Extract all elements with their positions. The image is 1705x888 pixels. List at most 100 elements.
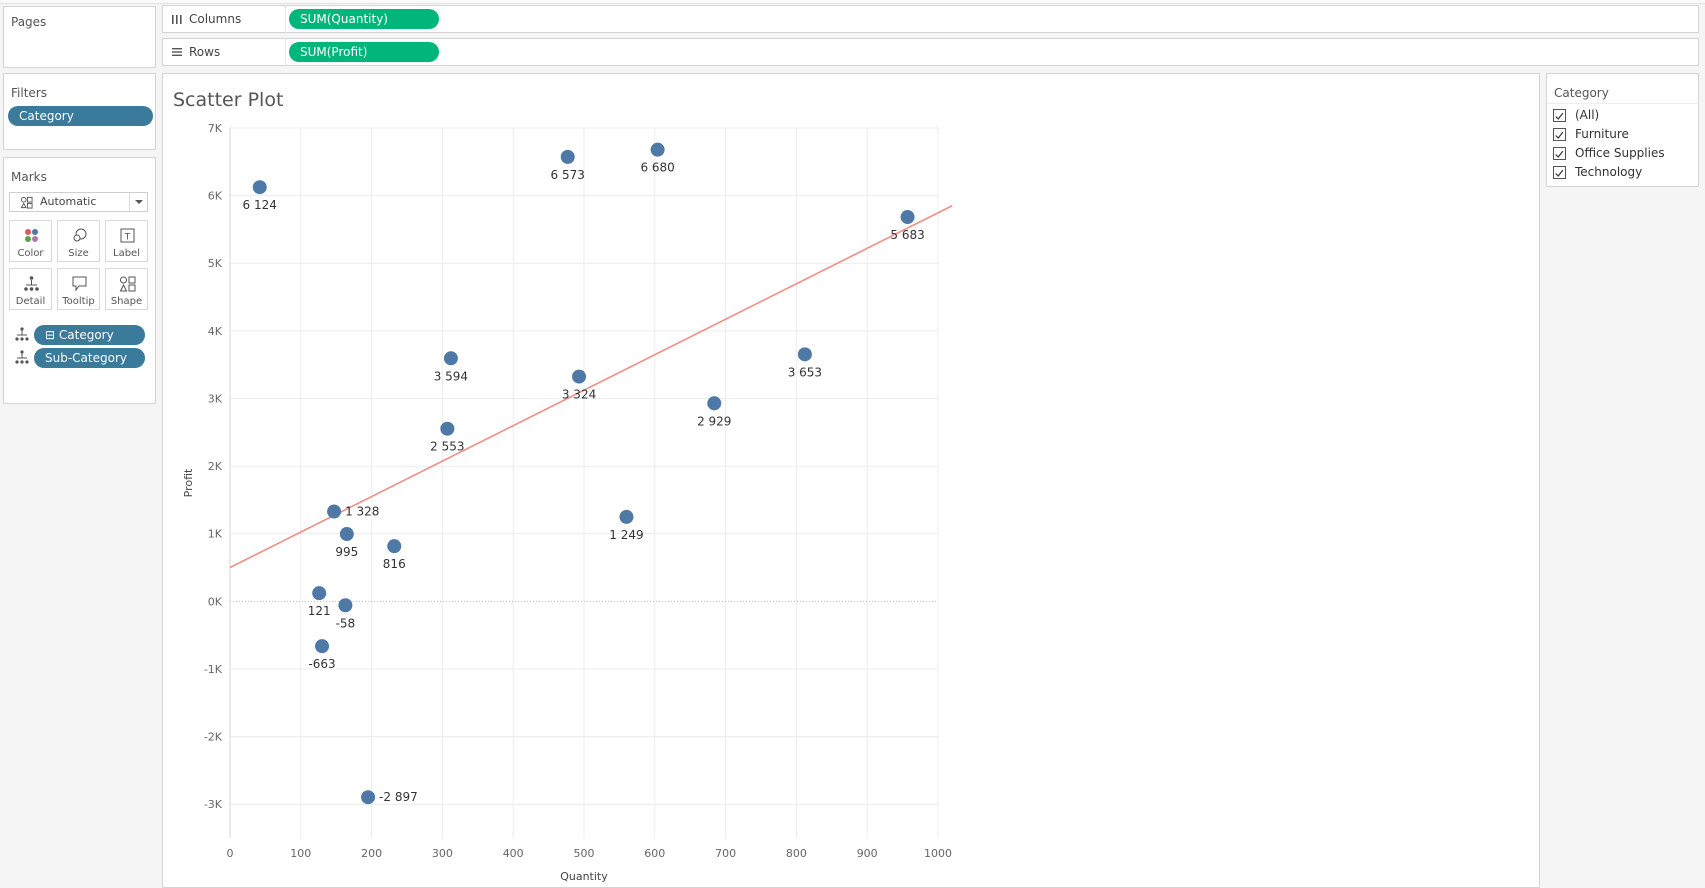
data-label: -663 xyxy=(308,657,335,671)
data-label: 3 324 xyxy=(562,388,596,402)
automatic-icon xyxy=(20,196,33,209)
size-icon xyxy=(73,228,87,242)
columns-icon xyxy=(172,15,182,24)
rows-shelf[interactable]: Rows SUM(Profit) xyxy=(162,38,1699,66)
y-tick-label: 6K xyxy=(208,190,223,203)
detail-icon xyxy=(15,327,29,341)
y-tick-label: -1K xyxy=(204,663,223,676)
legend-item-furniture[interactable]: Furniture xyxy=(1553,126,1629,144)
x-tick-label: 100 xyxy=(290,847,311,860)
data-label: 121 xyxy=(308,604,331,618)
data-point xyxy=(252,180,267,195)
data-point xyxy=(387,539,402,554)
tooltip-button[interactable]: Tooltip xyxy=(57,268,100,310)
data-point xyxy=(312,586,327,601)
data-point xyxy=(797,347,812,362)
detail-pill-category[interactable]: ⊟ Category xyxy=(34,325,145,345)
data-point xyxy=(650,142,665,157)
data-point xyxy=(315,639,330,654)
x-tick-label: 700 xyxy=(715,847,736,860)
data-label: 816 xyxy=(383,557,406,571)
top-strip xyxy=(0,0,1705,4)
detail-button-label: Detail xyxy=(15,296,46,307)
data-point xyxy=(361,790,376,805)
data-point xyxy=(339,527,354,542)
data-point xyxy=(560,149,575,164)
legend-title: Category xyxy=(1554,86,1609,100)
x-tick-label: 200 xyxy=(361,847,382,860)
x-tick-label: 1000 xyxy=(924,847,952,860)
columns-shelf-label: Columns xyxy=(163,6,286,32)
y-tick-label: 2K xyxy=(208,460,223,473)
data-label: 3 653 xyxy=(788,365,822,379)
size-button-label: Size xyxy=(68,248,89,259)
tooltip-button-label: Tooltip xyxy=(62,296,95,307)
y-tick-label: 4K xyxy=(208,325,223,338)
legend-item-office-supplies[interactable]: Office Supplies xyxy=(1553,145,1665,163)
x-axis-title: Quantity xyxy=(560,870,608,883)
legend-item-all[interactable]: (All) xyxy=(1553,107,1599,125)
checkbox-icon[interactable] xyxy=(1553,166,1566,179)
checkbox-icon[interactable] xyxy=(1553,147,1566,160)
color-button-label: Color xyxy=(17,248,44,259)
mark-type-dropdown[interactable]: Automatic xyxy=(9,192,148,212)
data-point xyxy=(443,351,458,366)
checkbox-icon[interactable] xyxy=(1553,128,1566,141)
filters-card: Filters Category xyxy=(3,73,156,150)
label-button-label: Label xyxy=(113,248,140,259)
rows-pill[interactable]: SUM(Profit) xyxy=(289,42,439,62)
x-tick-label: 500 xyxy=(574,847,595,860)
size-button[interactable]: Size xyxy=(57,220,100,262)
x-tick-label: 900 xyxy=(857,847,878,860)
chart-title: Scatter Plot xyxy=(173,89,283,111)
shape-button-label: Shape xyxy=(110,296,143,307)
data-point xyxy=(327,504,342,519)
rows-label: Rows xyxy=(189,45,221,59)
data-point xyxy=(619,509,634,524)
data-label: 2 929 xyxy=(697,414,731,428)
detail-button[interactable]: Detail xyxy=(9,268,52,310)
data-point xyxy=(707,396,722,411)
y-tick-label: 7K xyxy=(208,122,223,135)
x-tick-label: 300 xyxy=(432,847,453,860)
label-icon: T xyxy=(120,228,135,243)
x-tick-label: 0 xyxy=(227,847,234,860)
legend-item-label: Furniture xyxy=(1575,127,1629,141)
data-label: 5 683 xyxy=(890,228,924,242)
detail-pill-category-label: Category xyxy=(58,328,114,342)
data-point xyxy=(440,421,455,436)
data-label: 6 680 xyxy=(640,161,674,175)
rows-icon xyxy=(172,48,182,56)
y-axis-title: Profit xyxy=(182,468,195,497)
y-tick-label: 3K xyxy=(208,392,223,405)
legend-item-label: Office Supplies xyxy=(1575,146,1665,160)
data-label: 1 249 xyxy=(609,528,643,542)
checkbox-icon[interactable] xyxy=(1553,109,1566,122)
data-point xyxy=(572,369,587,384)
y-tick-label: 0K xyxy=(208,595,223,608)
filter-pill-category[interactable]: Category xyxy=(8,106,153,126)
shape-button[interactable]: Shape xyxy=(105,268,148,310)
label-button[interactable]: T Label xyxy=(105,220,148,262)
detail-pill-sub-category[interactable]: Sub-Category xyxy=(34,348,145,368)
trend-line xyxy=(229,205,953,569)
pages-title: Pages xyxy=(11,15,47,29)
shape-icon xyxy=(119,276,136,292)
columns-shelf[interactable]: Columns SUM(Quantity) xyxy=(162,5,1699,33)
columns-pill[interactable]: SUM(Quantity) xyxy=(289,9,439,29)
legend-item-label: (All) xyxy=(1575,108,1600,122)
rows-shelf-label: Rows xyxy=(163,39,286,65)
collapse-icon: ⊟ xyxy=(45,328,56,342)
chevron-down-icon xyxy=(129,193,147,211)
y-tick-label: -3K xyxy=(204,798,223,811)
color-button[interactable]: Color xyxy=(9,220,52,262)
data-point xyxy=(338,598,353,613)
legend-item-technology[interactable]: Technology xyxy=(1553,164,1642,182)
scatter-chart[interactable]: Scatter Plot 7K 6K 5K 4K 3K 2K 1K 0K -1K -2K -3K 0 10… xyxy=(166,76,1536,886)
color-icon xyxy=(25,229,38,242)
data-label: 995 xyxy=(335,545,358,559)
y-tick-label: 5K xyxy=(208,257,223,270)
data-label: 6 124 xyxy=(243,198,277,212)
y-tick-label: -2K xyxy=(204,731,223,744)
data-point xyxy=(900,210,915,225)
